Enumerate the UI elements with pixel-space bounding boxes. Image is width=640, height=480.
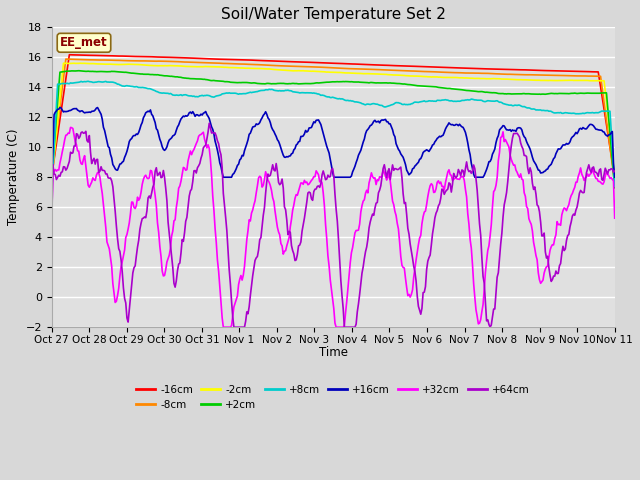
+64cm: [392, 166, 400, 172]
+8cm: [48, 188, 56, 194]
Line: +8cm: +8cm: [52, 81, 614, 191]
+8cm: [224, 90, 232, 96]
+32cm: [48, 213, 56, 218]
Line: -16cm: -16cm: [52, 55, 614, 177]
-16cm: [463, 65, 470, 71]
+8cm: [463, 97, 470, 103]
Y-axis label: Temperature (C): Temperature (C): [7, 129, 20, 226]
-8cm: [463, 70, 470, 76]
-2cm: [611, 175, 618, 181]
+16cm: [560, 142, 568, 148]
Line: +32cm: +32cm: [52, 128, 614, 327]
+64cm: [205, 120, 213, 126]
Line: -2cm: -2cm: [52, 63, 614, 180]
-2cm: [224, 65, 232, 71]
-8cm: [560, 72, 568, 78]
+2cm: [611, 185, 618, 191]
+16cm: [364, 127, 372, 132]
-16cm: [224, 57, 232, 62]
-2cm: [61, 60, 68, 66]
+64cm: [287, 243, 295, 249]
+8cm: [391, 100, 399, 106]
+64cm: [464, 166, 472, 172]
+8cm: [611, 183, 618, 189]
+16cm: [611, 174, 618, 180]
+2cm: [391, 81, 399, 86]
-2cm: [391, 72, 399, 78]
+8cm: [364, 101, 372, 107]
-16cm: [391, 63, 399, 69]
-16cm: [364, 62, 372, 68]
+2cm: [560, 91, 568, 96]
+2cm: [463, 87, 470, 93]
+8cm: [287, 88, 294, 94]
+32cm: [287, 216, 295, 222]
-8cm: [224, 60, 232, 66]
+16cm: [463, 134, 470, 140]
-2cm: [560, 77, 568, 83]
+2cm: [287, 81, 294, 86]
-8cm: [611, 180, 618, 185]
-8cm: [364, 66, 372, 72]
Title: Soil/Water Temperature Set 2: Soil/Water Temperature Set 2: [221, 7, 445, 22]
-16cm: [611, 174, 618, 180]
+64cm: [365, 225, 373, 231]
-2cm: [287, 68, 294, 73]
+16cm: [48, 174, 56, 180]
+64cm: [48, 224, 56, 229]
+2cm: [48, 174, 56, 180]
+32cm: [392, 213, 400, 218]
+32cm: [225, 324, 233, 330]
+32cm: [220, 324, 227, 330]
+16cm: [287, 153, 294, 159]
+16cm: [224, 174, 232, 180]
Line: -8cm: -8cm: [52, 59, 614, 182]
+32cm: [365, 180, 373, 186]
-16cm: [48, 173, 56, 179]
-8cm: [62, 56, 70, 62]
+32cm: [67, 125, 74, 131]
+8cm: [560, 110, 568, 116]
+64cm: [224, 246, 232, 252]
Legend: -16cm, -8cm, -2cm, +2cm, +8cm, +16cm, +32cm, +64cm: -16cm, -8cm, -2cm, +2cm, +8cm, +16cm, +3…: [132, 380, 534, 414]
X-axis label: Time: Time: [319, 346, 348, 359]
-16cm: [560, 68, 568, 74]
-2cm: [463, 75, 470, 81]
Line: +64cm: +64cm: [52, 123, 614, 327]
+16cm: [56, 105, 64, 110]
+64cm: [561, 246, 569, 252]
Text: EE_met: EE_met: [60, 36, 108, 49]
+2cm: [364, 80, 372, 85]
-16cm: [287, 59, 294, 64]
Line: +2cm: +2cm: [52, 71, 614, 188]
+16cm: [391, 134, 399, 140]
Line: +16cm: +16cm: [52, 108, 614, 177]
+2cm: [75, 68, 83, 73]
-8cm: [391, 68, 399, 73]
-8cm: [287, 63, 294, 69]
+8cm: [84, 78, 92, 84]
+64cm: [230, 324, 237, 330]
+32cm: [611, 216, 618, 221]
+2cm: [224, 79, 232, 84]
+32cm: [464, 211, 472, 216]
+32cm: [561, 206, 569, 212]
-8cm: [48, 170, 56, 176]
-16cm: [65, 52, 73, 58]
-2cm: [48, 177, 56, 183]
+64cm: [611, 168, 618, 174]
-2cm: [364, 71, 372, 76]
